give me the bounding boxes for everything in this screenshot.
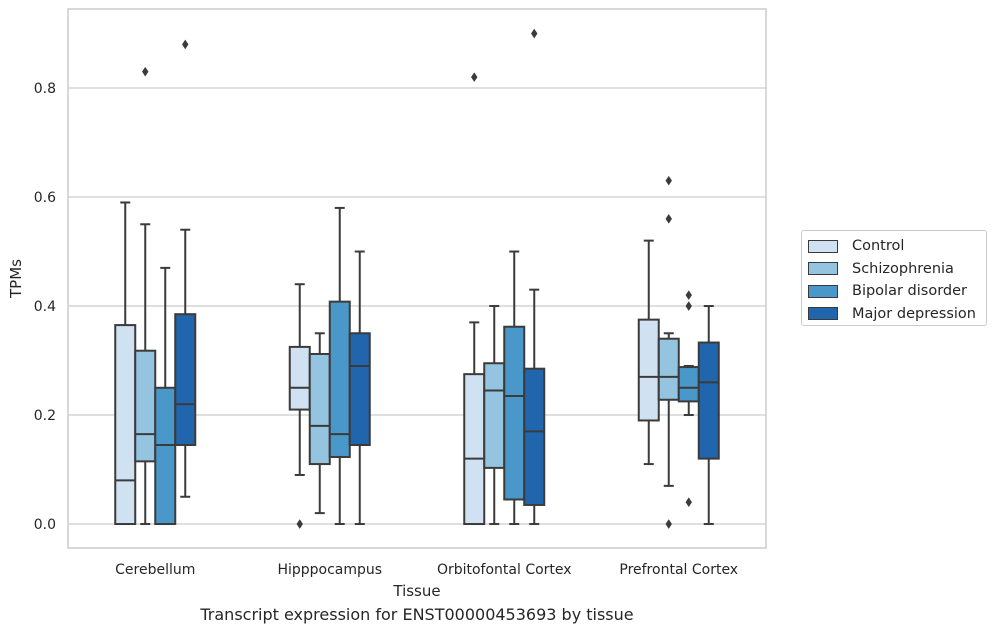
box-bipolar-disorder [503,250,526,526]
y-tick-label: 0.6 [34,190,56,206]
box-major-depression [697,305,720,526]
iqr-box [523,367,546,506]
box-control [463,72,486,526]
box-major-depression [174,39,197,498]
box-control [288,283,311,529]
x-axis-ticks: Cerebellum Hipppocampus Orbitofontal Corte… [115,562,738,578]
box-major-depression [523,28,546,526]
iqr-box [288,345,311,411]
plot-area-frame [67,8,767,549]
iqr-box [348,332,371,446]
legend-item: Bipolar disorder [808,280,980,303]
legend: Control Schizophrenia Bipolar disorder Majo… [801,230,987,326]
x-tick-label: Orbitofontal Cortex [437,562,572,578]
box-schizophrenia [134,66,157,526]
iqr-box [134,349,157,463]
iqr-box [154,386,177,526]
outlier-point [182,39,189,50]
outlier-point [471,72,478,82]
x-axis-title: Tissue [392,582,440,600]
legend-swatch [808,239,838,253]
box-bipolar-disorder [677,290,700,508]
outlier-point [665,175,672,186]
outlier-point [685,290,692,300]
legend-label: Bipolar disorder [852,283,967,300]
legend-item: Major depression [808,303,980,326]
box-major-depression [348,250,371,526]
iqr-box [503,325,526,501]
outlier-point [665,519,672,529]
x-tick-label: Hipppocampus [277,562,382,578]
outlier-point [531,28,538,39]
outlier-point [685,497,692,508]
legend-item: Schizophrenia [808,258,980,281]
box-layer [114,28,720,529]
y-tick-label: 0.0 [34,517,56,533]
x-tick-label: Cerebellum [115,562,195,578]
outlier-point [665,214,672,224]
outlier-point [685,301,692,311]
iqr-box [308,352,331,466]
iqr-box [677,366,700,403]
y-tick-label: 0.8 [34,81,56,97]
legend-swatch [808,262,838,276]
y-tick-label: 0.4 [34,299,56,315]
legend-swatch [808,307,838,321]
x-tick-label: Prefrontal Cortex [619,562,738,578]
box-schizophrenia [308,332,331,515]
box-schizophrenia [483,305,506,526]
box-control [114,201,137,526]
chart-caption: Transcript expression for ENST0000045369… [200,605,634,624]
legend-label: Schizophrenia [852,260,954,277]
legend-label: Major depression [852,305,976,322]
y-tick-label: 0.2 [34,408,56,424]
iqr-box [657,337,680,401]
iqr-box [114,324,137,526]
box-schizophrenia [657,175,680,529]
box-control [637,239,660,466]
iqr-box [697,341,720,460]
iqr-box [483,362,506,469]
iqr-box [174,313,197,446]
legend-label: Control [852,238,905,255]
iqr-box [637,318,660,422]
legend-swatch [808,284,838,298]
outlier-point [296,519,303,529]
outlier-point [142,66,149,77]
y-axis-title: TPMs [7,259,25,299]
box-bipolar-disorder [328,206,351,526]
legend-item: Control [808,235,980,258]
box-bipolar-disorder [154,266,177,526]
iqr-box [463,373,486,526]
y-axis-ticks: 0.0 0.2 0.4 0.6 0.8 [34,81,56,533]
